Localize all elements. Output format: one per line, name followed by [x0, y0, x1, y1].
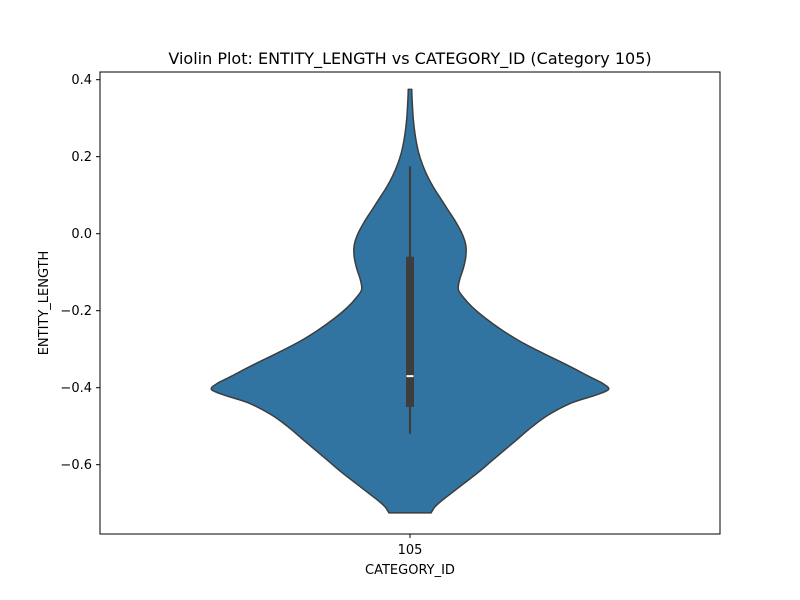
y-axis: −0.6 −0.4 −0.2 0.0 0.2 0.4: [60, 73, 100, 473]
x-tick-label: 105: [398, 543, 423, 558]
chart-title: Violin Plot: ENTITY_LENGTH vs CATEGORY_I…: [168, 49, 651, 69]
y-tick-label: 0.4: [71, 73, 92, 88]
y-axis-label: ENTITY_LENGTH: [37, 251, 52, 356]
box-layer: [406, 166, 414, 434]
y-tick-label: 0.2: [71, 150, 92, 165]
x-axis: 105: [398, 534, 423, 558]
y-tick-label: 0.0: [71, 227, 92, 242]
y-tick-label: −0.4: [60, 381, 92, 396]
y-tick-label: −0.2: [60, 304, 92, 319]
x-axis-label: CATEGORY_ID: [365, 563, 455, 578]
y-tick-label: −0.6: [60, 458, 92, 473]
iqr-box: [406, 256, 414, 407]
